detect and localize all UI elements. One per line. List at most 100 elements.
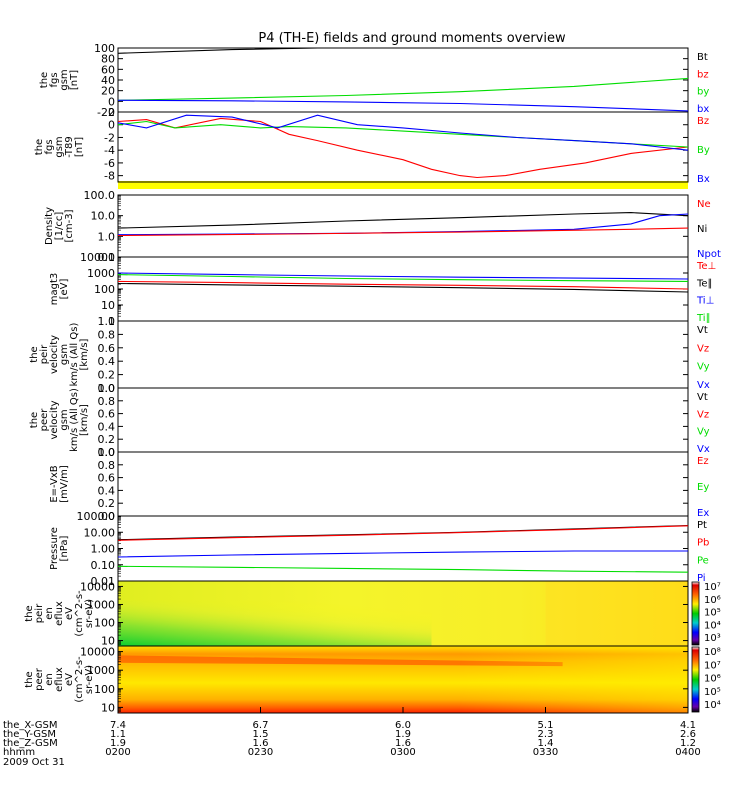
y-tick-label: 40 xyxy=(101,74,115,87)
x-tick-label: 1.2 xyxy=(680,738,696,749)
y-axis-title: the peir en eflux eV (cm^2-s-sr-eV) xyxy=(24,590,95,637)
y-tick-label: -8 xyxy=(104,170,115,183)
y-tick-label: 1.0 xyxy=(98,382,116,395)
x-tick-label: 1.1 xyxy=(110,729,126,740)
series-Ni-line xyxy=(117,212,689,229)
y-tick-label: 0.6 xyxy=(98,342,116,355)
y-tick-label: 100 xyxy=(94,683,115,696)
y-axis-title-line: gsm xyxy=(59,344,70,365)
legend-item: bz xyxy=(697,69,709,80)
y-tick-label: 10.00 xyxy=(84,526,116,539)
series-Te⊥-line xyxy=(117,280,689,290)
y-axis-title: Density [1/cc] [cm-3] xyxy=(44,207,75,245)
series-Pb-line xyxy=(117,525,689,541)
y-tick-label: 100 xyxy=(94,617,115,630)
series-by-line xyxy=(117,77,689,101)
y-axis-title-line: en xyxy=(44,607,55,620)
x-tick-label: 5.1 xyxy=(538,720,554,731)
y-axis-title-line: velocity xyxy=(49,335,60,374)
spectrogram-fade xyxy=(118,646,688,713)
legend-item: Vz xyxy=(697,343,709,354)
y-tick-label: 0.2 xyxy=(98,369,116,382)
y-axis-title-line: E=-VxB xyxy=(49,465,60,502)
y-tick-label: 10000 xyxy=(80,646,115,659)
y-tick-label: 0.6 xyxy=(98,408,116,421)
series-Pt-line xyxy=(117,524,689,541)
y-axis-title-line: [nPa] xyxy=(59,535,70,561)
y-axis-title-line: eV xyxy=(64,607,75,620)
x-tick-label: 7.4 xyxy=(110,720,126,731)
legend-item: Ex xyxy=(697,508,709,519)
y-axis-title-line: Density xyxy=(44,207,55,245)
y-tick-label: 10 xyxy=(101,701,115,714)
legend-item: Ez xyxy=(697,456,709,467)
x-row-label: the_X-GSM xyxy=(3,720,57,731)
y-axis-title-line: [nT] xyxy=(69,70,80,90)
panel-frame xyxy=(117,256,689,322)
y-tick-label: 0.4 xyxy=(98,420,116,433)
y-axis-title-line: gsm xyxy=(54,136,65,157)
y-tick-label: -2 xyxy=(104,131,115,144)
colorbar-tick-label: 10⁶ xyxy=(704,674,721,685)
x-tick-label: 6.0 xyxy=(395,720,411,731)
y-axis-title-line: the xyxy=(39,72,50,88)
colorbar-tick-label: 10⁵ xyxy=(704,608,721,619)
y-axis-title: the peer en eflux eV (cm^2-s-sr-eV) xyxy=(24,656,95,703)
legend-item: Npot xyxy=(697,249,721,260)
colorbar-tick-label: 10⁴ xyxy=(704,700,721,711)
colorbar-tick-label: 10⁷ xyxy=(704,582,721,593)
y-tick-label: 0.0 xyxy=(98,446,116,459)
y-axis-title: Pressure [nPa] xyxy=(49,527,70,570)
y-tick-label: 10.0 xyxy=(91,210,116,223)
y-tick-label: 1000 xyxy=(87,267,115,280)
y-axis-title-line: km/s (All Qs) xyxy=(69,388,80,452)
y-tick-label: 1.00 xyxy=(91,543,116,556)
y-tick-label: 0.01 xyxy=(91,575,116,588)
y-tick-label: 0.8 xyxy=(98,395,116,408)
y-tick-label: 80 xyxy=(101,53,115,66)
y-axis-title-line: the xyxy=(34,139,45,155)
y-tick-label: 1000 xyxy=(87,664,115,677)
y-tick-label: 0.0 xyxy=(98,510,116,523)
legend-item: Vy xyxy=(697,362,710,373)
x-tick-label: 1.4 xyxy=(538,738,554,749)
y-axis-title-line: peer xyxy=(39,408,50,432)
panel-frame xyxy=(117,451,689,517)
series-Ti∥-line xyxy=(117,274,689,282)
colorbar-tick-label: 10⁴ xyxy=(704,620,721,631)
legend-item: By xyxy=(697,145,710,156)
series-Te∥-line xyxy=(117,282,689,293)
x-tick-label: 2.3 xyxy=(538,729,554,740)
x-tick-label: 4.1 xyxy=(680,720,696,731)
y-tick-label: 0.4 xyxy=(98,355,116,368)
y-axis-title-line: eV xyxy=(64,673,75,686)
panel-fgs_t89: 20-2-4-6-8 the fgs gsm -T89 [nT] Bz By Bx xyxy=(34,106,710,185)
legend-item: Te∥ xyxy=(696,278,713,289)
y-tick-label: 0 xyxy=(108,119,115,132)
y-tick-label: 20 xyxy=(101,85,115,98)
series-Bz-line xyxy=(117,117,689,179)
legend-item: Vx xyxy=(697,444,710,455)
y-tick-label: 1.0 xyxy=(98,446,116,459)
y-tick-label: -20 xyxy=(97,106,115,119)
y-axis-title-line: sr-eV) xyxy=(84,599,95,628)
series-Pe-line xyxy=(117,565,689,573)
panel-pressure: 100.00 10.00 1.00 0.10 0.01 Pressure [nPa] Pt Pb… xyxy=(49,510,709,588)
x-tick-label: 0230 xyxy=(248,747,273,758)
y-tick-label: 100 xyxy=(94,42,115,55)
spectrogram-low-energy-region xyxy=(118,600,432,646)
y-axis-title: the peer velocity gsm km/s (All Qs) [km/s] xyxy=(29,388,90,452)
y-axis-title-line: [km/s] xyxy=(79,404,90,436)
panel-frame xyxy=(117,320,689,389)
y-tick-label: 10 xyxy=(101,299,115,312)
legend-item: Ey xyxy=(697,482,709,493)
y-axis-title-line: -T89 xyxy=(64,136,75,158)
y-tick-label: 0.8 xyxy=(98,328,116,341)
y-tick-label: 0.0 xyxy=(98,382,116,395)
colorbar-tick-label: 10⁷ xyxy=(704,660,721,671)
y-axis-title: E=-VxB [mV/m] xyxy=(49,465,70,503)
y-tick-label: 100.00 xyxy=(77,510,116,523)
